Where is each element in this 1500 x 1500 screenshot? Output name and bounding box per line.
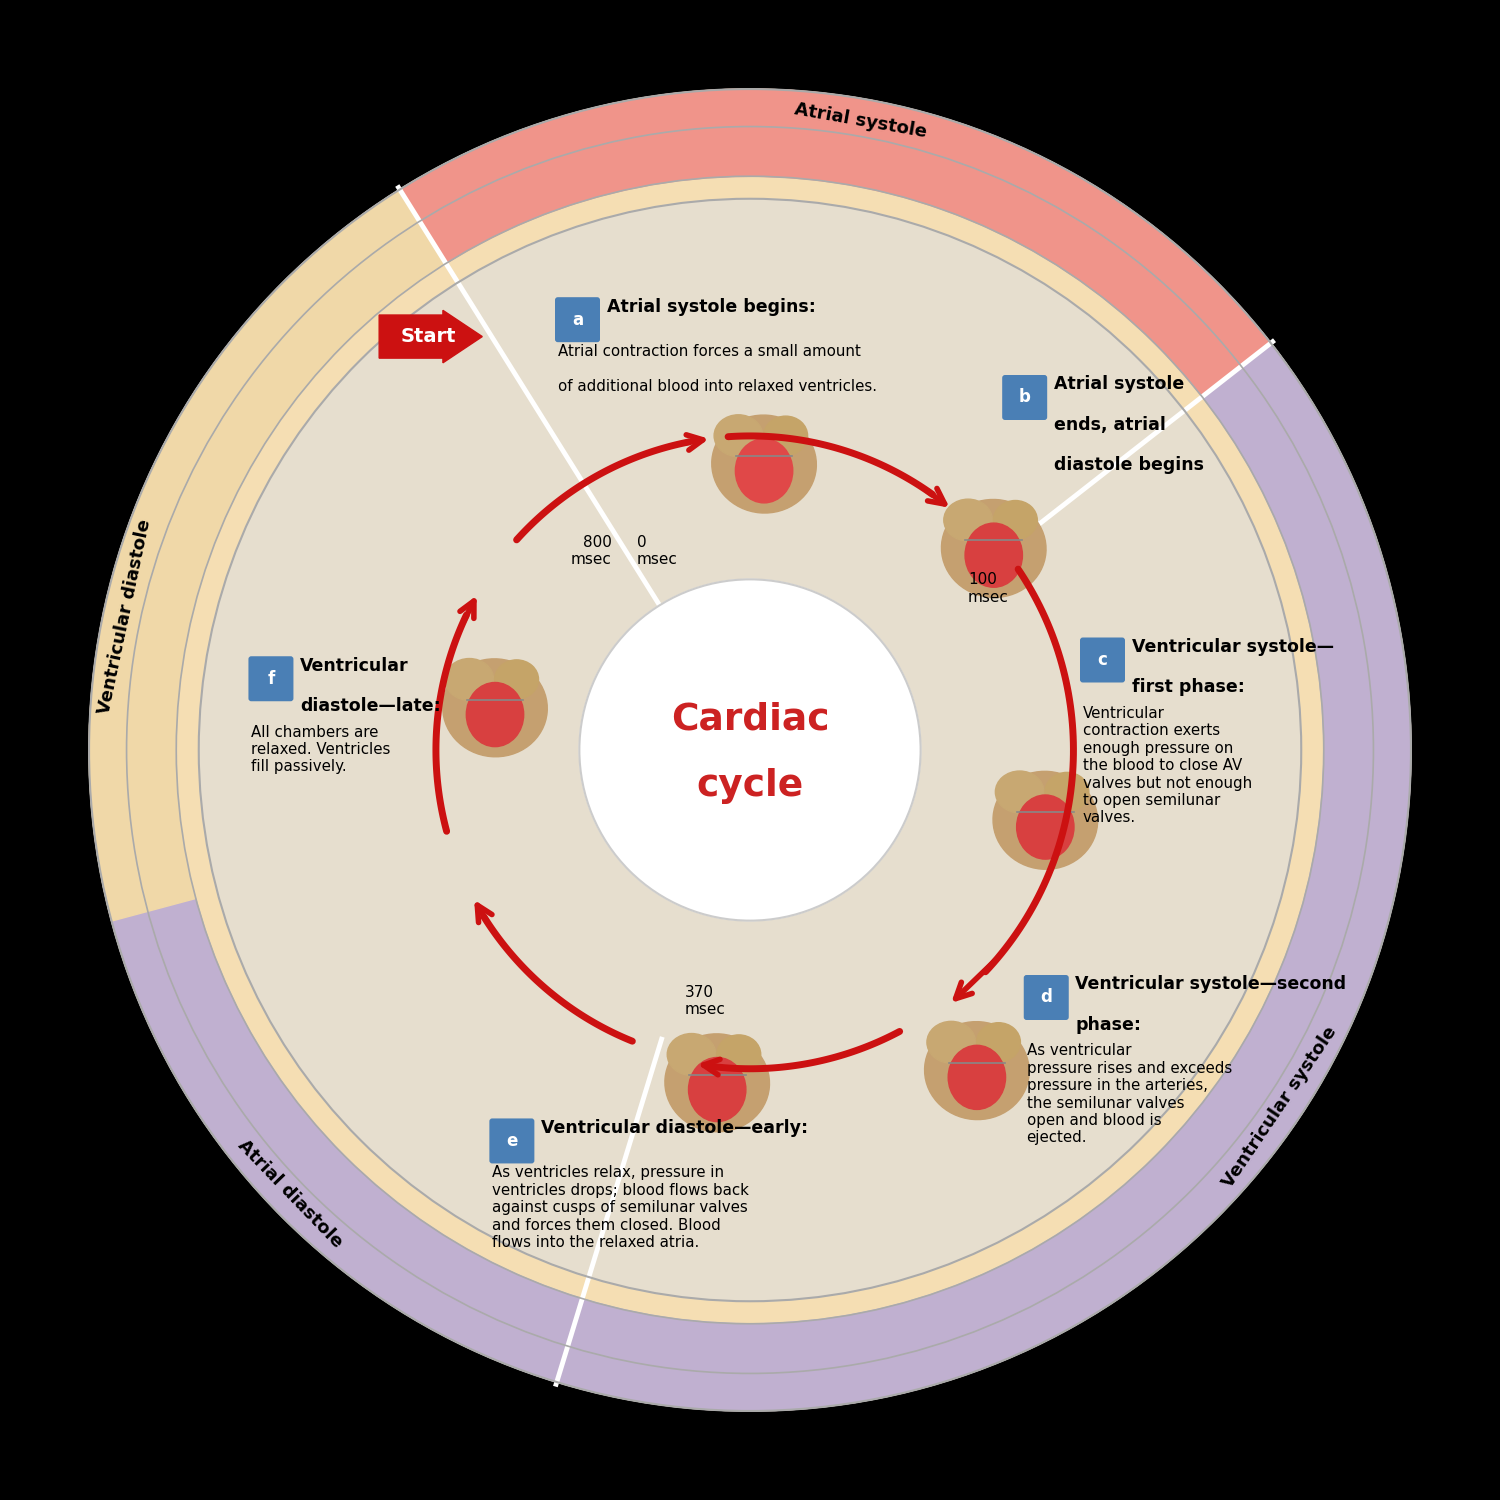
Text: Ventricular systole—second: Ventricular systole—second <box>1076 975 1347 993</box>
Ellipse shape <box>764 416 807 456</box>
Circle shape <box>126 126 1374 1374</box>
FancyBboxPatch shape <box>489 1119 534 1164</box>
Text: Ventricular diastole: Ventricular diastole <box>94 518 154 716</box>
Text: Ventricular systole: Ventricular systole <box>1220 1023 1341 1191</box>
Ellipse shape <box>1017 795 1074 859</box>
Ellipse shape <box>714 416 762 456</box>
Ellipse shape <box>446 658 494 700</box>
Text: As ventricular
pressure rises and exceeds
pressure in the arteries,
the semiluna: As ventricular pressure rises and exceed… <box>1026 1044 1231 1146</box>
Ellipse shape <box>495 660 538 699</box>
Wedge shape <box>567 366 1374 1374</box>
Ellipse shape <box>964 524 1023 588</box>
Text: Atrial systole: Atrial systole <box>794 100 928 141</box>
Ellipse shape <box>664 1034 770 1132</box>
FancyBboxPatch shape <box>1023 975 1068 1020</box>
Ellipse shape <box>993 771 1098 870</box>
Ellipse shape <box>944 500 993 542</box>
Text: ends, atrial: ends, atrial <box>1053 416 1166 434</box>
Circle shape <box>579 579 921 921</box>
FancyBboxPatch shape <box>555 297 600 342</box>
Text: 100
msec: 100 msec <box>968 572 1010 604</box>
Ellipse shape <box>976 1023 1020 1062</box>
FancyBboxPatch shape <box>1002 375 1047 420</box>
FancyBboxPatch shape <box>249 657 294 702</box>
Wedge shape <box>111 912 567 1382</box>
Text: Ventricular: Ventricular <box>300 657 408 675</box>
Text: first phase:: first phase: <box>1131 678 1245 696</box>
Text: a: a <box>572 310 584 328</box>
Text: Ventricular
contraction exerts
enough pressure on
the blood to close AV
valves b: Ventricular contraction exerts enough pr… <box>1083 706 1252 825</box>
FancyBboxPatch shape <box>1080 638 1125 682</box>
Ellipse shape <box>924 1022 1029 1119</box>
Circle shape <box>198 200 1300 1300</box>
Circle shape <box>177 177 1323 1324</box>
Text: Cardiac: Cardiac <box>670 702 830 738</box>
Text: e: e <box>506 1132 518 1150</box>
Text: Start: Start <box>400 327 456 346</box>
Ellipse shape <box>717 1035 760 1074</box>
Circle shape <box>88 88 1411 1411</box>
Ellipse shape <box>442 658 548 758</box>
Ellipse shape <box>996 771 1044 813</box>
Text: c: c <box>1098 651 1107 669</box>
Wedge shape <box>88 189 420 921</box>
Text: As ventricles relax, pressure in
ventricles drops; blood flows back
against cusp: As ventricles relax, pressure in ventric… <box>492 1166 748 1250</box>
Ellipse shape <box>927 1022 975 1064</box>
Text: cycle: cycle <box>696 768 804 804</box>
Ellipse shape <box>688 1058 746 1122</box>
Text: 370
msec: 370 msec <box>684 986 726 1017</box>
Text: d: d <box>1041 988 1052 1006</box>
Ellipse shape <box>948 1046 1005 1110</box>
Ellipse shape <box>993 501 1038 540</box>
Wedge shape <box>420 126 1242 398</box>
Text: Atrial contraction forces a small amount: Atrial contraction forces a small amount <box>558 344 861 358</box>
Text: phase:: phase: <box>1076 1016 1142 1034</box>
Ellipse shape <box>466 682 524 747</box>
Text: diastole begins: diastole begins <box>1053 456 1203 474</box>
Wedge shape <box>556 344 1412 1412</box>
Ellipse shape <box>942 500 1046 597</box>
Text: Atrial systole: Atrial systole <box>1053 375 1184 393</box>
Text: All chambers are
relaxed. Ventricles
fill passively.: All chambers are relaxed. Ventricles fil… <box>251 724 390 774</box>
Ellipse shape <box>668 1034 716 1076</box>
Ellipse shape <box>712 416 816 513</box>
Ellipse shape <box>735 438 792 503</box>
Text: 800
msec: 800 msec <box>572 536 612 567</box>
Text: Ventricular diastole—early:: Ventricular diastole—early: <box>542 1119 808 1137</box>
Wedge shape <box>126 222 445 912</box>
Text: 0
msec: 0 msec <box>638 536 678 567</box>
Text: Atrial diastole: Atrial diastole <box>234 1137 346 1251</box>
Text: b: b <box>1019 388 1031 406</box>
Wedge shape <box>400 88 1270 366</box>
Text: Atrial systole begins:: Atrial systole begins: <box>606 297 816 315</box>
Text: of additional blood into relaxed ventricles.: of additional blood into relaxed ventric… <box>558 380 878 394</box>
Text: Ventricular systole—: Ventricular systole— <box>1131 638 1334 656</box>
Text: f: f <box>267 669 274 687</box>
Text: diastole—late:: diastole—late: <box>300 698 441 715</box>
Wedge shape <box>148 898 582 1346</box>
Ellipse shape <box>1046 772 1089 812</box>
FancyArrow shape <box>380 310 483 363</box>
